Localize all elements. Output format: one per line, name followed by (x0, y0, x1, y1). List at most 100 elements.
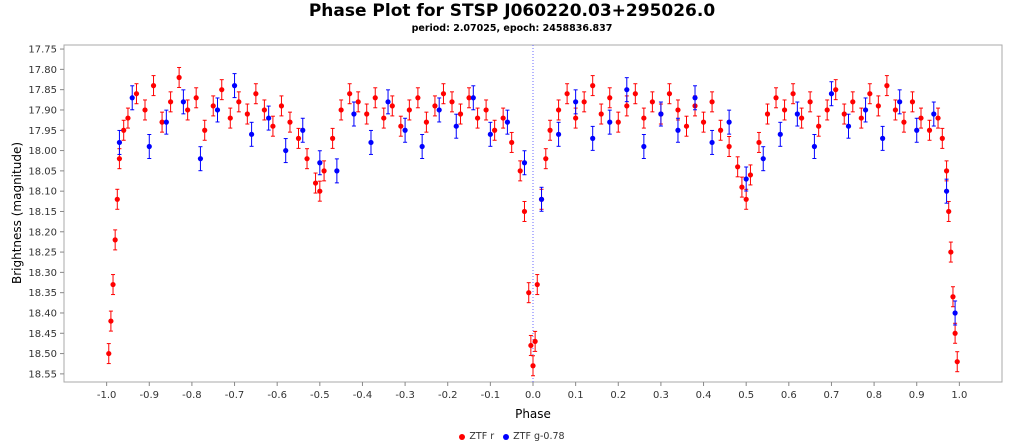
data-point (897, 99, 903, 105)
data-point (457, 111, 464, 117)
y-tick-label: 18.35 (28, 288, 57, 299)
data-point (146, 143, 152, 150)
data-point (807, 99, 813, 105)
data-point (692, 95, 698, 101)
data-point (372, 95, 378, 101)
data-point (368, 139, 374, 146)
data-point (811, 143, 818, 150)
data-point (862, 107, 869, 113)
data-point (573, 99, 579, 105)
data-point (338, 107, 344, 113)
x-tick-label: 0.1 (568, 390, 584, 401)
data-point (261, 107, 267, 113)
data-point (125, 115, 131, 121)
data-point (756, 139, 762, 146)
data-point (406, 107, 412, 113)
data-point (799, 115, 805, 121)
data-point (197, 156, 204, 162)
data-point (355, 99, 361, 105)
data-point (841, 111, 847, 117)
data-point (334, 168, 340, 174)
data-point (278, 103, 285, 109)
data-point (658, 111, 664, 117)
data-point (615, 119, 621, 125)
y-tick-label: 18.05 (28, 166, 57, 177)
data-point (521, 160, 528, 166)
data-point (419, 143, 425, 150)
data-point (249, 131, 255, 137)
data-point (598, 111, 604, 117)
x-tick-label: -0.8 (182, 390, 202, 401)
data-point (466, 95, 472, 101)
data-point (528, 342, 534, 349)
data-point (150, 83, 157, 89)
data-point (304, 156, 310, 162)
data-point (163, 119, 169, 125)
ztf-g-marker-icon (503, 433, 510, 440)
data-point (816, 123, 822, 129)
data-point (581, 99, 587, 105)
x-tick-label: -0.1 (481, 390, 501, 401)
data-point (114, 196, 120, 202)
data-point (116, 156, 123, 162)
ztf-r-marker-icon (459, 433, 466, 440)
y-tick-label: 17.90 (28, 105, 57, 116)
x-tick-label: 0.4 (696, 390, 712, 401)
data-point (683, 123, 690, 129)
data-point (112, 237, 118, 243)
x-tick-label: 0.2 (610, 390, 626, 401)
x-tick-label: 0.0 (525, 390, 541, 401)
data-point (538, 196, 545, 202)
data-point (389, 103, 395, 109)
data-point (133, 91, 140, 97)
x-tick-label: 0.3 (653, 390, 669, 401)
data-point (176, 74, 182, 81)
data-point (760, 156, 766, 162)
data-point (543, 156, 549, 162)
data-point (850, 99, 856, 105)
data-point (952, 330, 958, 336)
data-point (167, 99, 174, 105)
data-point (555, 107, 562, 113)
data-point (492, 127, 498, 133)
x-tick-label: -0.9 (140, 390, 160, 401)
data-point (875, 103, 881, 109)
data-point (564, 91, 570, 97)
y-tick-label: 18.50 (28, 349, 57, 360)
y-tick-label: 18.45 (28, 329, 57, 340)
data-point (364, 111, 370, 117)
data-point (312, 180, 319, 186)
series-ztf-g (116, 73, 958, 326)
x-tick-label: -0.2 (438, 390, 458, 401)
data-point (735, 164, 741, 170)
axis-layer: -1.0 -0.9 -0.8 -0.7 -0.6 -0.5 -0.4 -0.3 -0.2 -0.1… (28, 45, 967, 401)
data-point (110, 281, 116, 288)
x-tick-label: -0.3 (395, 390, 415, 401)
data-point (423, 119, 430, 125)
y-tick-label: 18.15 (28, 207, 57, 218)
data-point (347, 91, 353, 97)
data-point (121, 127, 127, 133)
data-point (824, 107, 830, 113)
data-point (939, 135, 945, 141)
data-point (526, 290, 532, 296)
series-layer (106, 66, 960, 377)
x-tick-label: 0.8 (866, 390, 882, 401)
data-point (675, 127, 681, 133)
data-point (858, 115, 864, 121)
data-point (952, 310, 958, 316)
data-point (590, 135, 596, 141)
data-point (142, 107, 148, 113)
data-point (743, 196, 749, 202)
data-point (532, 338, 538, 344)
data-point (764, 111, 771, 117)
data-point (509, 139, 515, 146)
data-point (781, 107, 788, 113)
data-point (914, 127, 920, 133)
x-tick-label: 0.9 (909, 390, 925, 401)
data-point (521, 208, 528, 215)
data-point (270, 123, 276, 129)
y-tick-label: 18.30 (28, 268, 57, 279)
phase-plot: -1.0 -0.9 -0.8 -0.7 -0.6 -0.5 -0.4 -0.3 -0.2 -0.1… (10, 44, 1003, 421)
data-point (253, 91, 259, 97)
